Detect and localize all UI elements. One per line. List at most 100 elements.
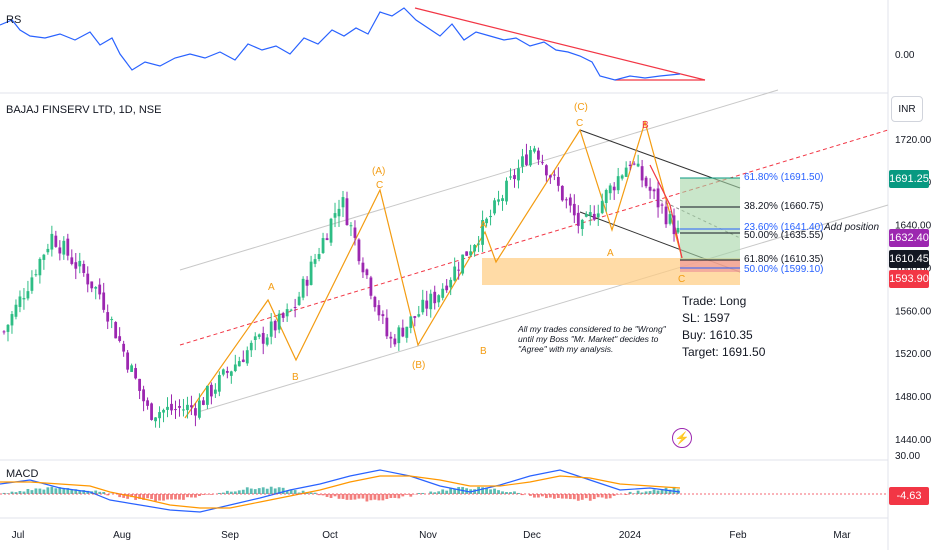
candle-body bbox=[449, 279, 453, 288]
macd-bar bbox=[564, 494, 568, 499]
lightning-icon[interactable]: ⚡ bbox=[672, 428, 692, 448]
macd-bar bbox=[345, 494, 349, 500]
candle-body bbox=[556, 176, 560, 186]
candle-body bbox=[257, 334, 261, 337]
currency-button[interactable]: INR bbox=[891, 96, 923, 122]
macd-bar bbox=[417, 493, 421, 494]
macd-bar bbox=[541, 494, 544, 497]
candle-body bbox=[564, 199, 568, 201]
macd-indicator-label[interactable]: MACD bbox=[6, 468, 39, 480]
candle-body bbox=[158, 412, 161, 419]
candle-body bbox=[361, 262, 365, 273]
candle-body bbox=[349, 225, 353, 227]
candle-body bbox=[552, 174, 556, 176]
time-tick-label: 2024 bbox=[619, 530, 642, 541]
macd-bar bbox=[556, 494, 560, 499]
candle-body bbox=[142, 389, 145, 402]
macd-bar bbox=[457, 487, 461, 494]
price-tick-label: 1600.00 bbox=[895, 263, 932, 274]
price-tick-label: 1480.00 bbox=[895, 392, 932, 403]
candle-body bbox=[505, 180, 508, 202]
macd-bar bbox=[277, 487, 281, 494]
macd-bar bbox=[289, 489, 293, 494]
macd-bar bbox=[321, 494, 325, 496]
macd-bar bbox=[580, 494, 584, 500]
candle-body bbox=[321, 238, 325, 254]
macd-bar bbox=[664, 487, 668, 494]
macd-bar bbox=[166, 494, 169, 500]
macd-bar bbox=[544, 494, 548, 499]
symbol-title[interactable]: BAJAJ FINSERV LTD, 1D, NSE bbox=[6, 104, 162, 116]
macd-bar bbox=[357, 494, 361, 499]
mid-channel-dashed bbox=[179, 129, 889, 346]
macd-bar bbox=[385, 494, 389, 500]
macd-bar bbox=[533, 494, 536, 498]
macd-bar bbox=[341, 494, 345, 499]
candle-body bbox=[441, 288, 445, 298]
fib-label: 38.20% (1660.75) bbox=[744, 201, 824, 212]
trade-target: Target: 1691.50 bbox=[682, 345, 766, 359]
wave-label: (B) bbox=[412, 360, 426, 371]
candle-body bbox=[102, 292, 106, 310]
long-stop-zone bbox=[680, 260, 740, 272]
candle-body bbox=[18, 296, 22, 307]
macd-bar bbox=[337, 494, 341, 499]
candle-body bbox=[592, 213, 596, 220]
candle-body bbox=[461, 254, 465, 274]
candle-body bbox=[46, 248, 50, 253]
candle-body bbox=[174, 409, 177, 411]
candle-body bbox=[34, 274, 38, 276]
fib-label: 50.00% (1599.10) bbox=[744, 264, 824, 275]
candle-body bbox=[580, 219, 584, 230]
macd-bar bbox=[584, 494, 588, 499]
elliott-wave-lines bbox=[184, 119, 683, 419]
macd-bar bbox=[568, 494, 572, 500]
candle-body bbox=[529, 150, 532, 166]
macd-bar bbox=[98, 491, 102, 494]
wave-label: A bbox=[480, 220, 487, 231]
time-tick-label: Dec bbox=[523, 530, 541, 541]
rs-indicator-label[interactable]: RS bbox=[6, 14, 22, 26]
macd-bar bbox=[78, 490, 82, 494]
candle-body bbox=[325, 238, 329, 241]
candle-body bbox=[477, 243, 480, 245]
candle-body bbox=[345, 198, 349, 226]
rs-pane bbox=[0, 7, 706, 81]
wave-label: (C) bbox=[574, 102, 588, 113]
macd-bar bbox=[46, 487, 50, 494]
rs-axis-label: 0.00 bbox=[895, 50, 915, 61]
candle-body bbox=[357, 239, 361, 262]
macd-bar bbox=[537, 494, 540, 498]
macd-bar bbox=[62, 488, 66, 494]
macd-bar bbox=[118, 494, 122, 498]
candle-body bbox=[162, 409, 165, 413]
time-tick-label: Nov bbox=[419, 530, 437, 541]
macd-bar bbox=[174, 494, 177, 500]
macd-bar bbox=[86, 490, 90, 494]
candle-body bbox=[393, 338, 397, 345]
candle-body bbox=[170, 403, 173, 411]
candle-body bbox=[50, 233, 54, 250]
wave-label: A bbox=[607, 248, 614, 259]
macd-bar bbox=[513, 491, 516, 494]
candle-body bbox=[134, 368, 138, 379]
add-position-label[interactable]: Add position bbox=[824, 222, 880, 233]
macd-bar bbox=[202, 494, 205, 495]
candle-body bbox=[118, 336, 122, 341]
candle-body bbox=[110, 319, 114, 321]
trade-summary: Trade: Long SL: 1597 Buy: 1610.35 Target… bbox=[682, 293, 765, 361]
macd-bar bbox=[560, 494, 564, 499]
candle-body bbox=[54, 235, 58, 247]
candle-body bbox=[501, 198, 504, 201]
price-tick-label: 1520.00 bbox=[895, 349, 932, 360]
candle-body bbox=[205, 385, 209, 405]
candle-body bbox=[525, 154, 528, 165]
candle-body bbox=[481, 220, 484, 245]
macd-bar bbox=[517, 492, 520, 494]
candle-body bbox=[397, 327, 401, 344]
price-tag-last: 1632.40 bbox=[889, 229, 929, 247]
macd-bar bbox=[22, 491, 26, 494]
time-axis[interactable]: Jul Aug Sep Oct Nov Dec 2024 Feb Mar bbox=[12, 530, 852, 541]
rs-line bbox=[0, 7, 681, 81]
